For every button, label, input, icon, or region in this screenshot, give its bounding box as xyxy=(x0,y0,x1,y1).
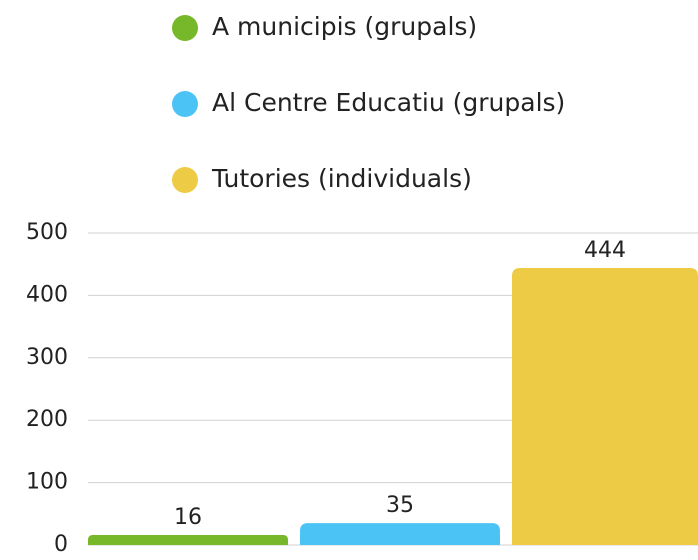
legend-label: A municipis (grupals) xyxy=(212,12,477,41)
data-label: 35 xyxy=(386,493,414,518)
y-tick-label: 100 xyxy=(26,470,68,495)
data-label: 444 xyxy=(584,238,626,263)
legend-label: Al Centre Educatiu (grupals) xyxy=(212,88,565,117)
y-tick-label: 400 xyxy=(26,282,68,307)
y-tick-label: 0 xyxy=(54,532,68,557)
y-tick-label: 200 xyxy=(26,407,68,432)
bar xyxy=(88,535,288,545)
legend-swatch xyxy=(172,167,198,193)
y-tick-label: 300 xyxy=(26,345,68,370)
legend-label: Tutories (individuals) xyxy=(211,164,472,193)
legend-swatch xyxy=(172,15,198,41)
legend-swatch xyxy=(172,91,198,117)
y-tick-label: 500 xyxy=(26,220,68,245)
bar xyxy=(512,267,698,545)
data-label: 16 xyxy=(174,505,202,530)
bar xyxy=(300,523,500,545)
